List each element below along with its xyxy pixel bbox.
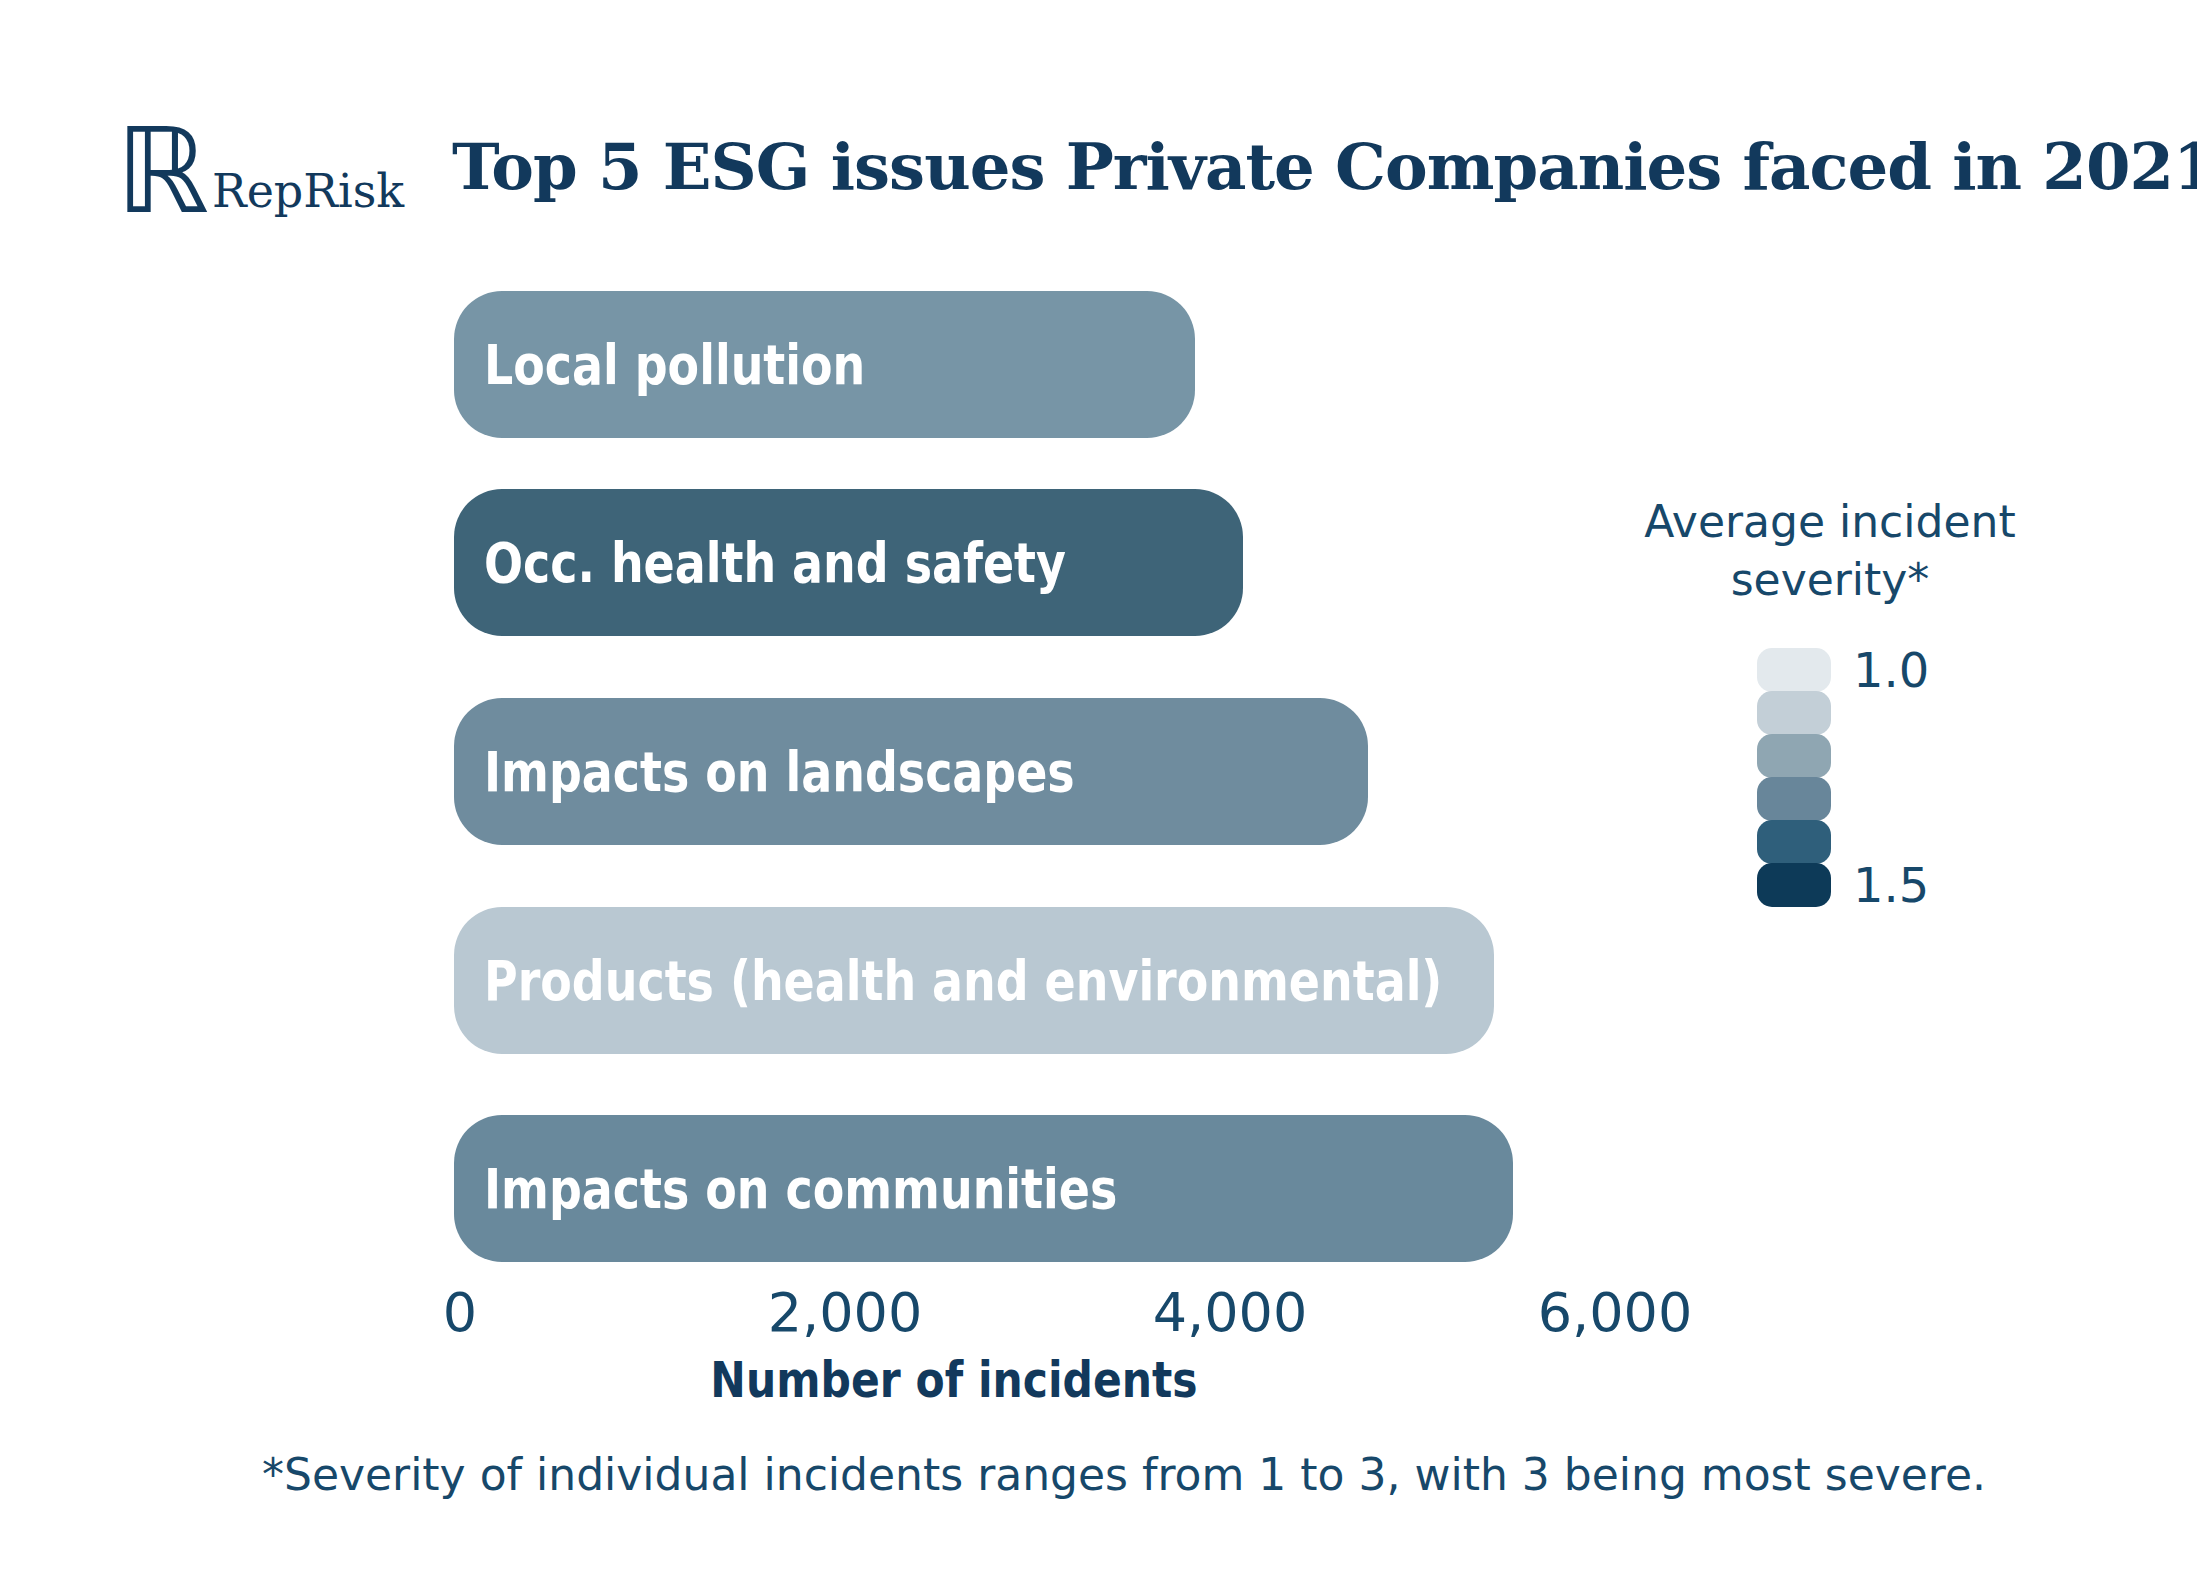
- footnote: *Severity of individual incidents ranges…: [262, 1448, 1986, 1502]
- legend-max-label: 1.5: [1853, 861, 1929, 909]
- legend-swatch-2: [1757, 691, 1831, 735]
- x-tick-label: 6,000: [1538, 1283, 1693, 1343]
- chart-title: Top 5 ESG issues Private Companies faced…: [452, 128, 2197, 206]
- bar-label: Products (health and environmental): [484, 907, 1442, 1054]
- legend-swatch-5: [1757, 820, 1831, 864]
- bar-3: Impacts on landscapes: [454, 698, 1368, 845]
- x-tick-label: 0: [443, 1283, 477, 1343]
- legend-title-line-2: severity*: [1630, 551, 2030, 609]
- legend-title: Average incident severity*: [1630, 493, 2030, 609]
- reprisk-logo-text: RepRisk: [212, 168, 404, 214]
- x-tick-label: 4,000: [1153, 1283, 1308, 1343]
- legend-swatch-3: [1757, 734, 1831, 778]
- legend-title-line-1: Average incident: [1630, 493, 2030, 551]
- x-axis-label: Number of incidents: [710, 1352, 1197, 1408]
- bar-4: Products (health and environmental): [454, 907, 1494, 1054]
- reprisk-logo-icon: ℝ: [116, 112, 209, 230]
- legend-swatch-6: [1757, 863, 1831, 907]
- bar-label: Local pollution: [484, 291, 865, 438]
- bar-1: Local pollution: [454, 291, 1195, 438]
- x-tick-label: 2,000: [768, 1283, 923, 1343]
- chart-page: ℝ RepRisk Top 5 ESG issues Private Compa…: [0, 0, 2197, 1575]
- legend-min-label: 1.0: [1853, 646, 1929, 694]
- bar-2: Occ. health and safety: [454, 489, 1243, 636]
- legend-swatch-4: [1757, 777, 1831, 821]
- bar-label: Impacts on landscapes: [484, 698, 1075, 845]
- bar-label: Impacts on communities: [484, 1115, 1117, 1262]
- legend-swatch-1: [1757, 648, 1831, 692]
- bar-label: Occ. health and safety: [484, 489, 1066, 636]
- bar-5: Impacts on communities: [454, 1115, 1513, 1262]
